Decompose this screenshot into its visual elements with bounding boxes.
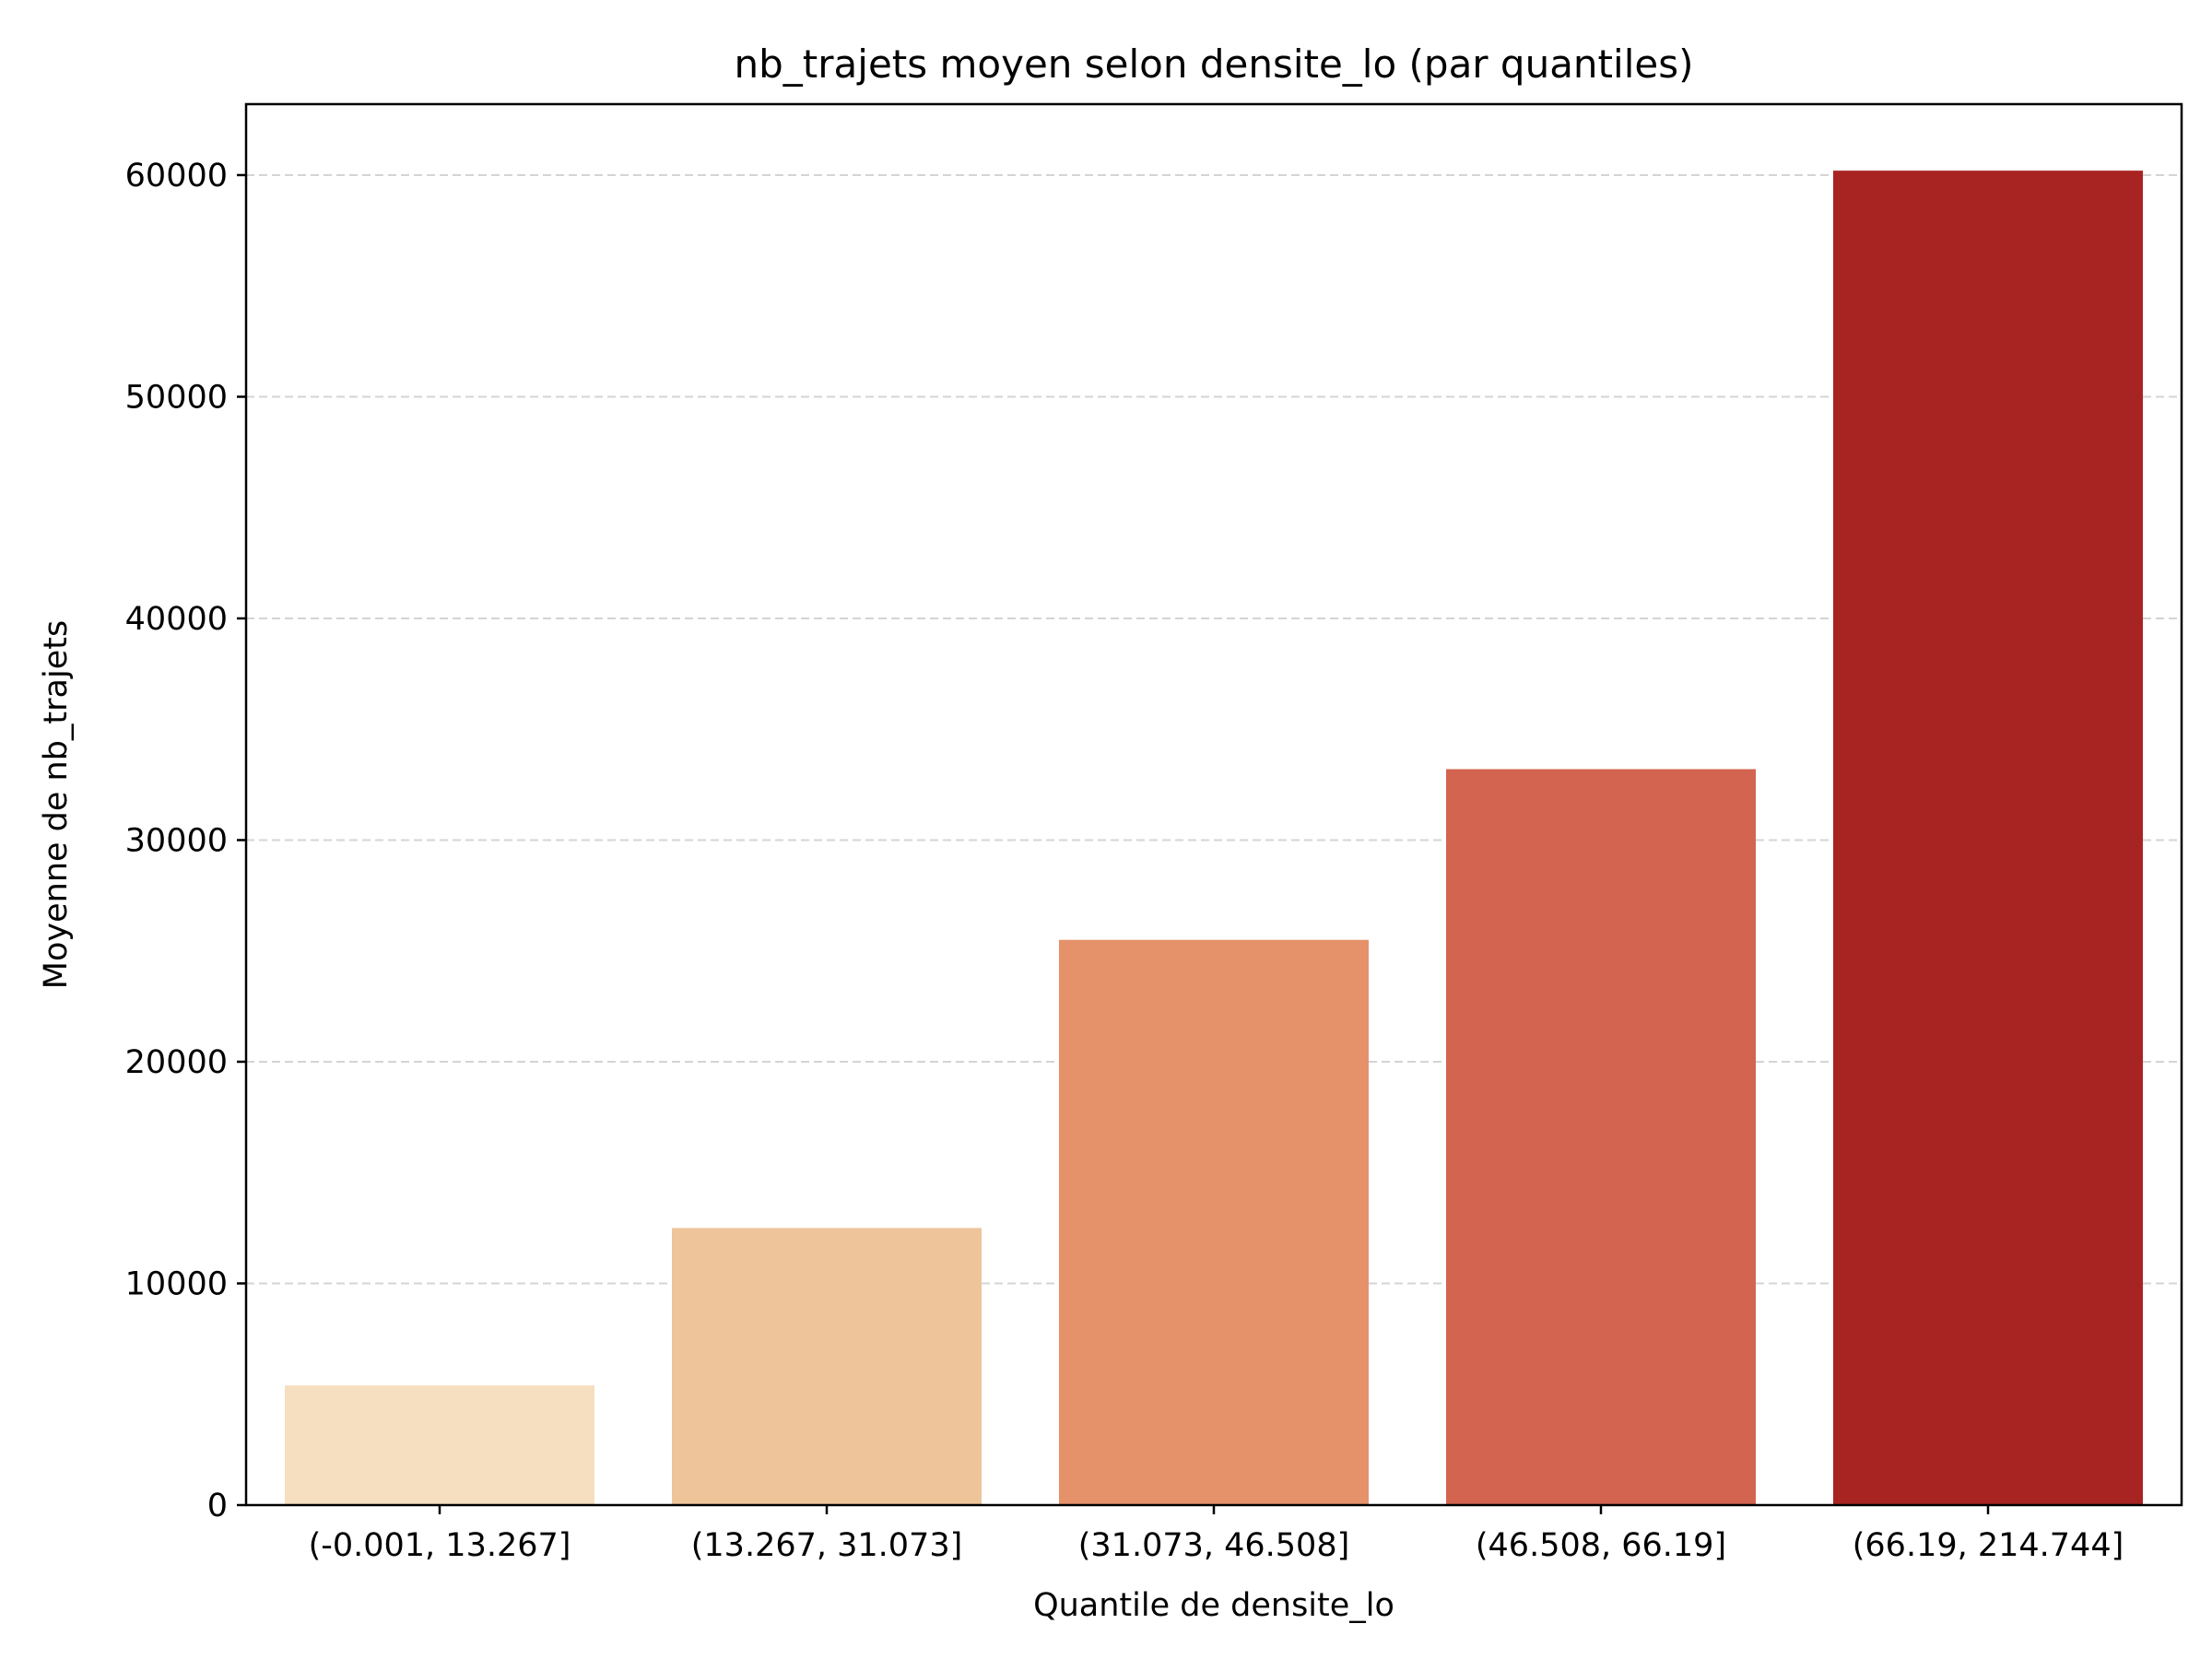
bar [1446, 769, 1756, 1505]
chart-title: nb_trajets moyen selon densite_lo (par q… [735, 41, 1694, 87]
bar [1833, 171, 2143, 1506]
x-tick-label: (31.073, 46.508] [1078, 1527, 1350, 1564]
bar [672, 1228, 982, 1505]
y-tick-label: 0 [207, 1488, 228, 1524]
bars [285, 171, 2143, 1506]
y-tick-label: 50000 [125, 379, 228, 416]
y-tick-label: 30000 [125, 822, 228, 859]
bar [285, 1385, 594, 1505]
x-tick-label: (13.267, 31.073] [691, 1527, 963, 1564]
y-tick-label: 40000 [125, 601, 228, 638]
y-tick-label: 60000 [125, 158, 228, 194]
x-tick-label: (46.508, 66.19] [1476, 1527, 1726, 1564]
y-axis-ticks: 0 10000 20000 30000 40000 50000 60000 [125, 158, 246, 1524]
bar [1059, 939, 1369, 1505]
y-tick-label: 10000 [125, 1265, 228, 1302]
y-tick-label: 20000 [125, 1044, 228, 1081]
x-axis-label: Quantile de densite_lo [1033, 1587, 1394, 1624]
x-axis-ticks: (-0.001, 13.267] (13.267, 31.073] (31.073,… [309, 1505, 2124, 1564]
x-tick-label: (66.19, 214.744] [1853, 1527, 2124, 1564]
y-axis-label: Moyenne de nb_trajets [38, 620, 75, 989]
x-tick-label: (-0.001, 13.267] [309, 1527, 571, 1564]
